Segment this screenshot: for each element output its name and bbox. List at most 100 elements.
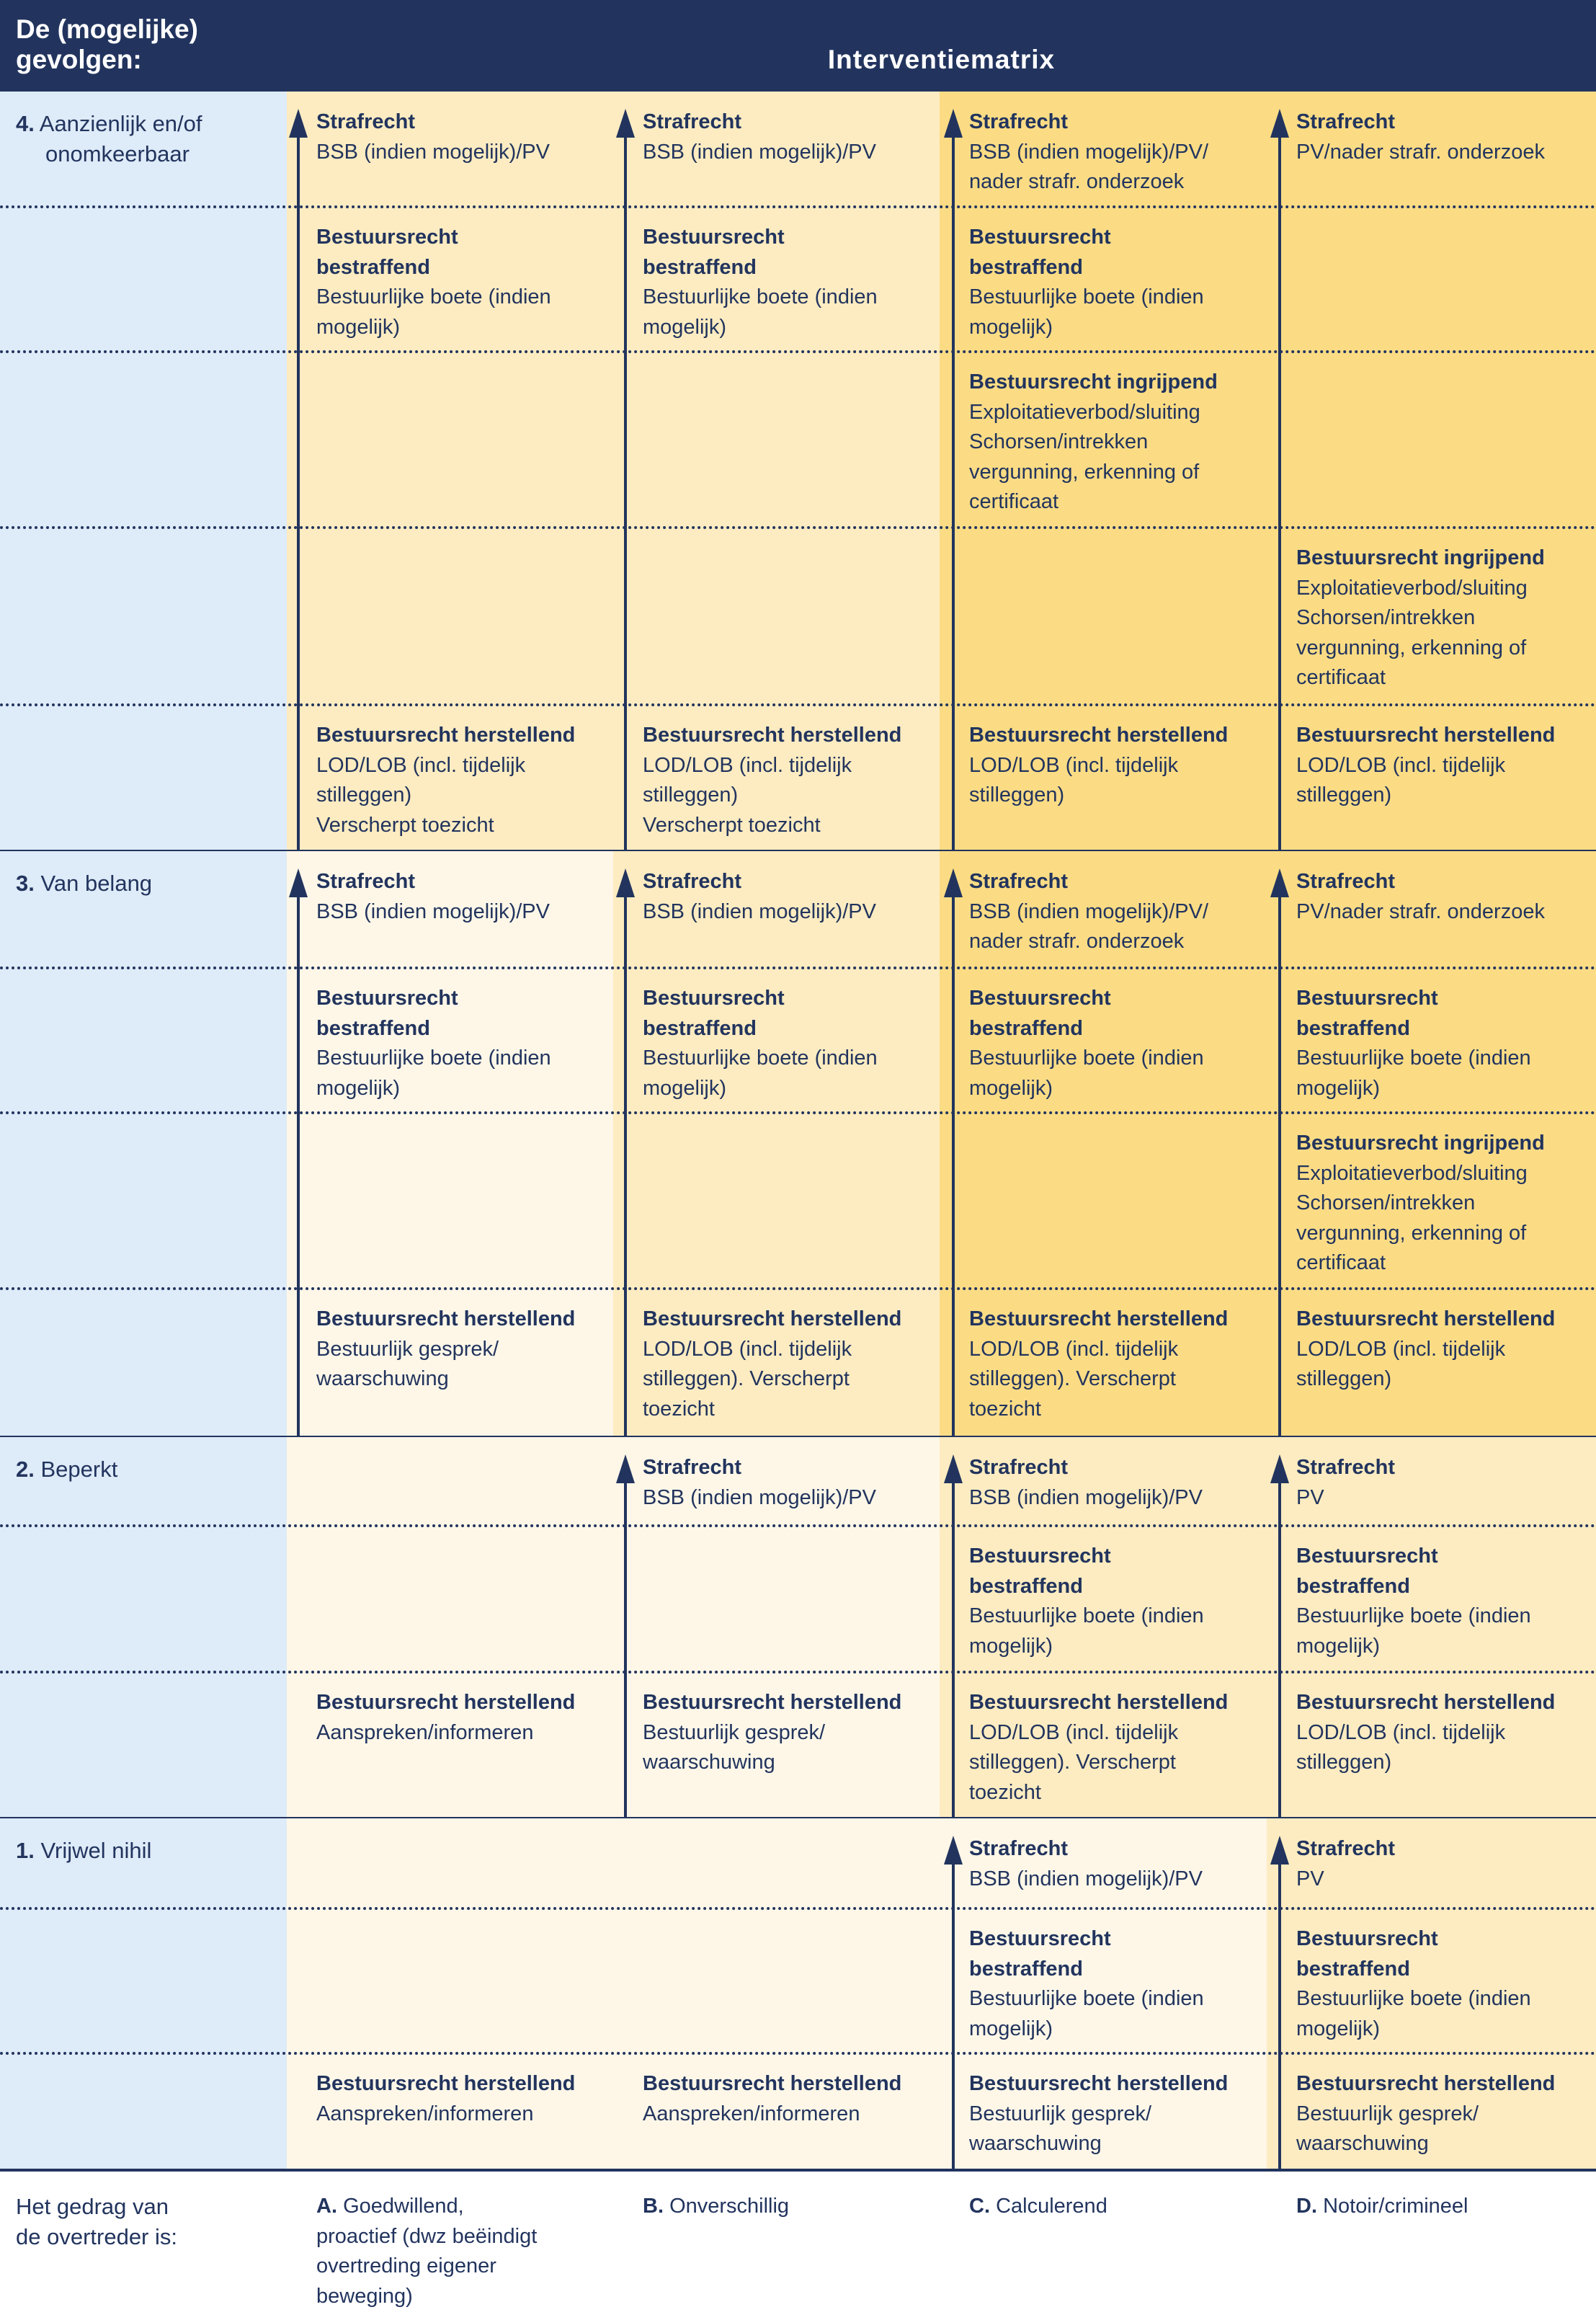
- arrow-up-icon: [1270, 109, 1289, 138]
- column-fill: [1267, 1818, 1596, 2170]
- intervention-detail: BSB (indien mogelijk)/PV: [316, 140, 550, 164]
- severity-number: 1.: [16, 1838, 35, 1863]
- intervention-cell: Strafrecht BSB (indien mogelijk)/PV: [969, 1453, 1203, 1513]
- behaviour-label-line: de overtreder is:: [16, 2224, 177, 2249]
- behaviour-letter: D.: [1296, 2195, 1317, 2218]
- behaviour-label: Het gedrag van de overtreder is:: [16, 2192, 177, 2252]
- intervention-detail: stilleggen): [1296, 1751, 1392, 1774]
- severity-label-line: onomkeerbaar: [45, 141, 190, 166]
- intervention-cell: Bestuursrecht bestraffend Bestuurlijke boe…: [969, 223, 1204, 342]
- intervention-detail: Verscherpt toezicht: [316, 813, 494, 837]
- intervention-detail: BSB (indien mogelijk)/PV: [643, 140, 876, 164]
- column-fill: [287, 1437, 613, 1818]
- intervention-cell: Bestuursrecht herstellend Aanspreken/info…: [643, 2069, 901, 2129]
- intervention-detail: certificaat: [969, 490, 1059, 513]
- consequences-heading: De (mogelijke) gevolgen:: [16, 14, 198, 74]
- intervention-cell: Bestuursrecht herstellend LOD/LOB (incl. …: [1296, 721, 1555, 811]
- intervention-title: Strafrecht: [969, 870, 1068, 893]
- row-border: [0, 2169, 1596, 2172]
- intervention-cell: Bestuursrecht bestraffend Bestuurlijke boe…: [1296, 1542, 1531, 1661]
- intervention-detail: Bestuurlijke boete (indien: [1296, 1046, 1531, 1070]
- escalation-arrow-line: [1278, 1862, 1281, 2170]
- intervention-title: bestraffend: [1296, 1957, 1410, 1981]
- dotted-divider: [0, 1907, 1596, 1910]
- column-fill: [940, 851, 1267, 1437]
- intervention-detail: mogelijk): [969, 315, 1053, 339]
- intervention-title: Bestuursrecht herstellend: [643, 1307, 902, 1330]
- intervention-title: Strafrecht: [1296, 1456, 1395, 1479]
- intervention-cell: Bestuursrecht herstellend LOD/LOB (incl. …: [643, 721, 901, 840]
- intervention-detail: BSB (indien mogelijk)/PV: [969, 1485, 1203, 1509]
- intervention-title: bestraffend: [643, 1016, 757, 1040]
- intervention-cell: Bestuursrecht herstellend LOD/LOB (incl. …: [969, 1305, 1228, 1424]
- intervention-detail: Schorsen/intrekken: [1296, 606, 1476, 629]
- intervention-detail: mogelijk): [316, 315, 401, 339]
- column-fill: [940, 92, 1267, 851]
- intervention-detail: BSB (indien mogelijk)/PV/: [969, 899, 1209, 923]
- intervention-title: Bestuursrecht herstellend: [1296, 1307, 1556, 1330]
- dotted-divider: [0, 1287, 1596, 1290]
- intervention-detail: Bestuurlijke boete (indien: [643, 285, 878, 308]
- severity-label-column: [0, 1437, 287, 1818]
- severity-label-column: [0, 851, 287, 1437]
- behaviour-text: Goedwillend,: [343, 2195, 464, 2218]
- column-fill: [287, 92, 613, 851]
- intervention-title: Bestuursrecht herstellend: [316, 724, 576, 747]
- intervention-title: Bestuursrecht herstellend: [1296, 1691, 1556, 1714]
- intervention-detail: mogelijk): [969, 2017, 1053, 2040]
- intervention-title: Bestuursrecht: [1296, 987, 1438, 1010]
- intervention-title: Bestuursrecht herstellend: [1296, 724, 1556, 747]
- arrow-up-icon: [616, 1454, 635, 1483]
- intervention-detail: Bestuurlijke boete (indien: [1296, 1987, 1531, 2010]
- intervention-title: bestraffend: [969, 1957, 1083, 1981]
- intervention-cell: Bestuursrecht bestraffend Bestuurlijke boe…: [643, 984, 878, 1103]
- severity-label-line: Vrijwel nihil: [40, 1838, 152, 1863]
- intervention-cell: Strafrecht BSB (indien mogelijk)/PV: [316, 867, 550, 927]
- column-fill: [613, 1818, 940, 2170]
- intervention-detail: Bestuurlijke boete (indien: [969, 1987, 1204, 2010]
- intervention-title: Bestuursrecht herstellend: [643, 1691, 902, 1714]
- intervention-detail: Bestuurlijk gesprek/: [316, 1337, 499, 1361]
- arrow-up-icon: [944, 109, 963, 138]
- severity-label-line: Van belang: [40, 871, 153, 896]
- behaviour-letter: C.: [969, 2195, 990, 2218]
- behaviour-letter: A.: [316, 2195, 337, 2218]
- intervention-detail: Bestuurlijke boete (indien: [969, 285, 1204, 308]
- severity-number: 3.: [16, 871, 35, 896]
- intervention-cell: Bestuursrecht herstellend Bestuurlijk ges…: [643, 1688, 901, 1778]
- intervention-detail: LOD/LOB (incl. tijdelijk: [1296, 1337, 1506, 1361]
- intervention-detail: Bestuurlijke boete (indien: [969, 1604, 1204, 1627]
- escalation-arrow-line: [952, 1480, 955, 1818]
- intervention-title: Bestuursrecht: [969, 1927, 1111, 1950]
- dotted-divider: [0, 526, 1596, 529]
- intervention-cell: Bestuursrecht bestraffend Bestuurlijke boe…: [969, 1542, 1204, 1661]
- intervention-cell: Bestuursrecht herstellend LOD/LOB (incl. …: [316, 721, 575, 840]
- intervention-title: Bestuursrecht: [969, 1545, 1111, 1568]
- behaviour-line: C. Calculerend: [969, 2192, 1107, 2222]
- dotted-divider: [0, 703, 1596, 706]
- intervention-detail: Verscherpt toezicht: [643, 813, 821, 837]
- intervention-title: Strafrecht: [1296, 110, 1395, 133]
- intervention-detail: Bestuurlijke boete (indien: [316, 1046, 551, 1070]
- intervention-cell: Strafrecht BSB (indien mogelijk)/PV: [643, 867, 876, 927]
- intervention-detail: LOD/LOB (incl. tijdelijk: [969, 1337, 1179, 1361]
- intervention-detail: Bestuurlijke boete (indien: [1296, 1604, 1531, 1627]
- intervention-detail: LOD/LOB (incl. tijdelijk: [643, 1337, 852, 1361]
- column-fill: [940, 1818, 1267, 2170]
- behaviour-type: B. Onverschillig: [643, 2192, 789, 2222]
- intervention-title: bestraffend: [969, 1574, 1083, 1598]
- intervention-title: Bestuursrecht ingrijpend: [1296, 1132, 1545, 1155]
- intervention-cell: Bestuursrecht ingrijpend Exploitatieverbo…: [969, 368, 1218, 517]
- intervention-detail: mogelijk): [1296, 1076, 1381, 1100]
- dotted-divider: [0, 2052, 1596, 2055]
- intervention-cell: Bestuursrecht herstellend LOD/LOB (incl. …: [969, 1688, 1228, 1808]
- severity-label-column: [0, 1818, 287, 2170]
- escalation-arrow-line: [297, 135, 300, 851]
- escalation-arrow-line: [297, 894, 300, 1437]
- intervention-detail: Schorsen/intrekken: [1296, 1191, 1476, 1214]
- intervention-cell: Bestuursrecht herstellend Bestuurlijk ges…: [969, 2069, 1228, 2159]
- dotted-divider: [0, 966, 1596, 969]
- intervention-title: Bestuursrecht: [969, 226, 1111, 249]
- intervention-cell: Bestuursrecht herstellend LOD/LOB (incl. …: [969, 721, 1228, 811]
- behaviour-text: beweging): [316, 2284, 413, 2308]
